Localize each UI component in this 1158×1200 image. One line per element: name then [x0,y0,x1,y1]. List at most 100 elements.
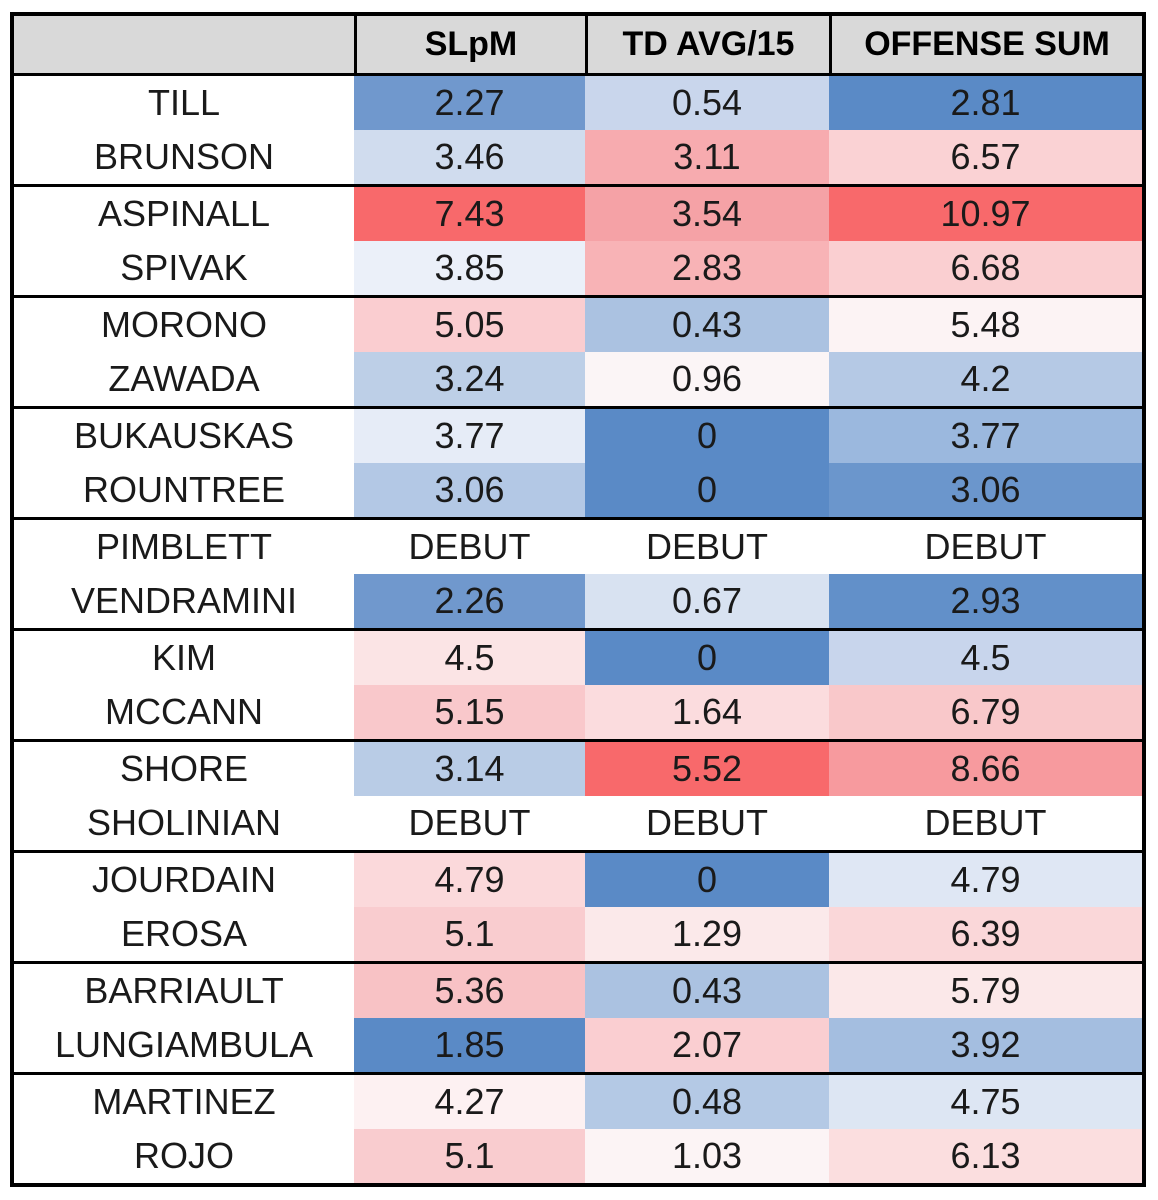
fighter-name-cell: MCCANN [14,685,354,739]
matchup-group: TILL 2.27 0.54 2.81 BRUNSON 3.46 3.11 6.57 [14,76,1142,184]
td-avg-15-cell: 0 [585,409,829,463]
slpm-cell: 5.1 [354,1129,585,1183]
slpm-cell: 3.06 [354,463,585,517]
td-avg-15-cell: 0.96 [585,352,829,406]
fighter-name-cell: MARTINEZ [14,1075,354,1129]
fighter-stats-heatmap-table: SLpM TD AVG/15 OFFENSE SUM TILL 2.27 0.54 2… [10,12,1146,1187]
fighter-name-cell: TILL [14,76,354,130]
offense-sum-cell: 10.97 [829,187,1142,241]
matchup-group: BUKAUSKAS 3.77 0 3.77 ROUNTREE 3.06 0 3.06 [14,406,1142,517]
offense-sum-cell: 4.75 [829,1075,1142,1129]
offense-sum-cell: 2.81 [829,76,1142,130]
td-avg-15-cell: 0.43 [585,964,829,1018]
matchup-group: MORONO 5.05 0.43 5.48 ZAWADA 3.24 0.96 4.2 [14,295,1142,406]
slpm-cell: 3.77 [354,409,585,463]
fighter-name-cell: SHORE [14,742,354,796]
table-row: JOURDAIN 4.79 0 4.79 [14,853,1142,907]
slpm-cell: 4.79 [354,853,585,907]
td-avg-15-cell: 3.11 [585,130,829,184]
fighter-name-cell: SHOLINIAN [14,796,354,850]
offense-sum-cell: 3.06 [829,463,1142,517]
slpm-cell: 5.36 [354,964,585,1018]
slpm-cell: 7.43 [354,187,585,241]
td-avg-15-cell: 0.54 [585,76,829,130]
matchup-group: BARRIAULT 5.36 0.43 5.79 LUNGIAMBULA 1.85 2.07… [14,961,1142,1072]
fighter-name-cell: JOURDAIN [14,853,354,907]
slpm-cell: 5.05 [354,298,585,352]
offense-sum-cell: 8.66 [829,742,1142,796]
slpm-cell: 5.1 [354,907,585,961]
table-row: SPIVAK 3.85 2.83 6.68 [14,241,1142,295]
td-avg-15-cell: DEBUT [585,520,829,574]
matchup-group: ASPINALL 7.43 3.54 10.97 SPIVAK 3.85 2.83 6.68 [14,184,1142,295]
fighter-name-cell: KIM [14,631,354,685]
column-header-td-avg-15: TD AVG/15 [585,16,829,73]
slpm-cell: 2.27 [354,76,585,130]
td-avg-15-cell: 0 [585,853,829,907]
matchup-group: MARTINEZ 4.27 0.48 4.75 ROJO 5.1 1.03 6.13 [14,1072,1142,1183]
matchup-group: PIMBLETT DEBUT DEBUT DEBUT VENDRAMINI 2.26 0.6… [14,517,1142,628]
fighter-name-cell: ROJO [14,1129,354,1183]
td-avg-15-cell: 0.48 [585,1075,829,1129]
offense-sum-cell: 6.68 [829,241,1142,295]
table-body: TILL 2.27 0.54 2.81 BRUNSON 3.46 3.11 6.57 ASPIN… [14,76,1142,1183]
table-row: LUNGIAMBULA 1.85 2.07 3.92 [14,1018,1142,1072]
td-avg-15-cell: 0.67 [585,574,829,628]
slpm-cell: 2.26 [354,574,585,628]
table-row: SHOLINIAN DEBUT DEBUT DEBUT [14,796,1142,850]
table-row: ROJO 5.1 1.03 6.13 [14,1129,1142,1183]
td-avg-15-cell: 0 [585,631,829,685]
slpm-cell: DEBUT [354,796,585,850]
table-row: KIM 4.5 0 4.5 [14,631,1142,685]
matchup-group: JOURDAIN 4.79 0 4.79 EROSA 5.1 1.29 6.39 [14,850,1142,961]
slpm-cell: 5.15 [354,685,585,739]
offense-sum-cell: 4.2 [829,352,1142,406]
table-row: ZAWADA 3.24 0.96 4.2 [14,352,1142,406]
table-row: SHORE 3.14 5.52 8.66 [14,742,1142,796]
slpm-cell: 3.14 [354,742,585,796]
offense-sum-cell: 6.79 [829,685,1142,739]
fighter-name-cell: ASPINALL [14,187,354,241]
fighter-name-cell: EROSA [14,907,354,961]
fighter-name-cell: ZAWADA [14,352,354,406]
offense-sum-cell: 5.79 [829,964,1142,1018]
offense-sum-cell: 6.39 [829,907,1142,961]
td-avg-15-cell: 1.29 [585,907,829,961]
slpm-cell: 3.85 [354,241,585,295]
offense-sum-cell: DEBUT [829,520,1142,574]
td-avg-15-cell: 5.52 [585,742,829,796]
td-avg-15-cell: 2.83 [585,241,829,295]
offense-sum-cell: 6.13 [829,1129,1142,1183]
offense-sum-cell: DEBUT [829,796,1142,850]
fighter-name-cell: LUNGIAMBULA [14,1018,354,1072]
slpm-cell: 1.85 [354,1018,585,1072]
offense-sum-cell: 4.5 [829,631,1142,685]
td-avg-15-cell: 1.03 [585,1129,829,1183]
table-row: EROSA 5.1 1.29 6.39 [14,907,1142,961]
table-row: BUKAUSKAS 3.77 0 3.77 [14,409,1142,463]
table-row: VENDRAMINI 2.26 0.67 2.93 [14,574,1142,628]
table-row: ROUNTREE 3.06 0 3.06 [14,463,1142,517]
table-row: ASPINALL 7.43 3.54 10.97 [14,187,1142,241]
fighter-name-cell: PIMBLETT [14,520,354,574]
offense-sum-cell: 6.57 [829,130,1142,184]
fighter-name-cell: VENDRAMINI [14,574,354,628]
offense-sum-cell: 3.92 [829,1018,1142,1072]
matchup-group: SHORE 3.14 5.52 8.66 SHOLINIAN DEBUT DEBUT DEBU… [14,739,1142,850]
slpm-cell: 4.27 [354,1075,585,1129]
td-avg-15-cell: 3.54 [585,187,829,241]
td-avg-15-cell: 1.64 [585,685,829,739]
fighter-name-cell: BARRIAULT [14,964,354,1018]
table-row: BRUNSON 3.46 3.11 6.57 [14,130,1142,184]
table-row: MARTINEZ 4.27 0.48 4.75 [14,1075,1142,1129]
column-header-slpm: SLpM [354,16,585,73]
offense-sum-cell: 5.48 [829,298,1142,352]
offense-sum-cell: 3.77 [829,409,1142,463]
table-row: MORONO 5.05 0.43 5.48 [14,298,1142,352]
fighter-name-cell: BUKAUSKAS [14,409,354,463]
slpm-cell: DEBUT [354,520,585,574]
fighter-name-cell: BRUNSON [14,130,354,184]
offense-sum-cell: 2.93 [829,574,1142,628]
fighter-name-cell: ROUNTREE [14,463,354,517]
slpm-cell: 3.46 [354,130,585,184]
